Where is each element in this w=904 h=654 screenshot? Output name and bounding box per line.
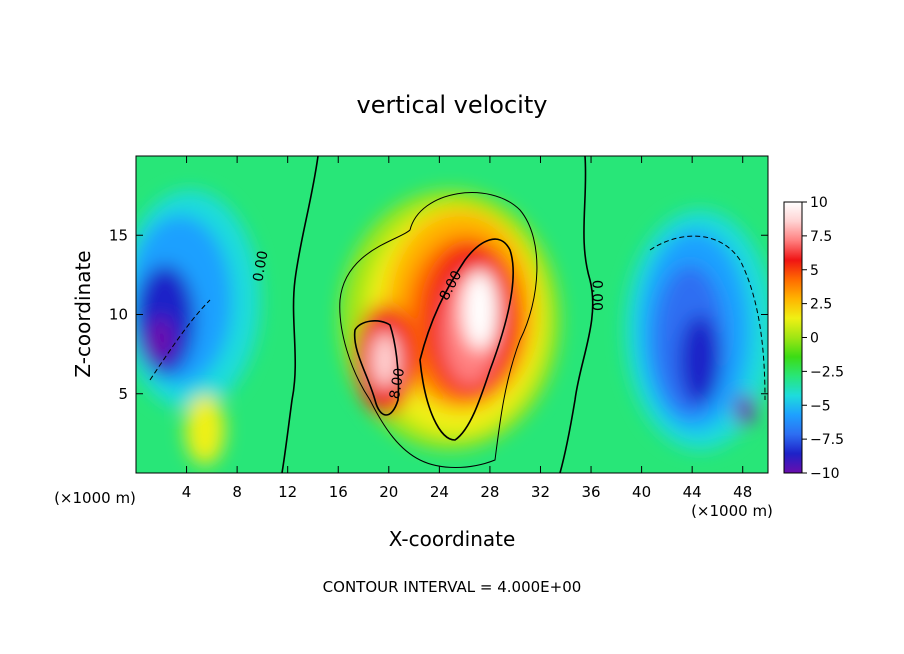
- x-unit-label-left: (×1000 m): [54, 489, 136, 507]
- colorbar-tick-label: 7.5: [810, 229, 832, 245]
- x-tick-label: 36: [581, 483, 600, 501]
- y-tick-label: 15: [109, 226, 128, 244]
- y-axis-label: Z-coordinate: [71, 250, 95, 377]
- x-tick-label: 40: [632, 483, 651, 501]
- y-tick-label: 10: [109, 306, 128, 324]
- colorbar: 10 7.5 5 2.5 0 −2.5 −5 −7.5 −10: [783, 195, 844, 482]
- contour-label: 8.00: [387, 367, 408, 400]
- downdraft-right-peak: [735, 394, 755, 426]
- colorbar-ticks: 10 7.5 5 2.5 0 −2.5 −5 −7.5 −10: [802, 195, 844, 482]
- colorbar-tick-label: −2.5: [810, 364, 844, 380]
- updraft-left-core: [371, 332, 399, 388]
- x-unit-label-right: (×1000 m): [691, 502, 773, 520]
- downdraft-left-peak: [146, 318, 174, 362]
- colorbar-tick-label: 10: [810, 195, 828, 211]
- contour-positive-outer: [339, 192, 538, 468]
- low-updraft-left: [185, 395, 225, 465]
- x-tick-label: 12: [278, 483, 297, 501]
- contour-eight-left: [353, 320, 400, 416]
- x-tick-label: 48: [733, 483, 752, 501]
- y-tick-label: 5: [118, 385, 128, 403]
- chart-title: vertical velocity: [357, 91, 548, 119]
- x-tick-label: 24: [430, 483, 449, 501]
- contour-neg-right: [649, 235, 766, 401]
- contour-interval-footer: CONTOUR INTERVAL = 4.000E+00: [323, 578, 582, 596]
- colorbar-tick-label: −10: [810, 466, 840, 482]
- colorbar-tick-label: 2.5: [810, 297, 832, 313]
- x-tick-label: 32: [531, 483, 550, 501]
- colorbar-tick-label: 5: [810, 263, 819, 279]
- x-tick-label: 44: [683, 483, 702, 501]
- downdraft-right-core: [680, 315, 720, 405]
- contour-lines: [149, 156, 766, 473]
- contour-eight-right: [419, 238, 515, 441]
- x-tick-label: 16: [329, 483, 348, 501]
- x-tick-label: 8: [232, 483, 242, 501]
- x-axis-ticks: 4 8 12 16 20 24 28 32 36 40 44 48: [182, 156, 752, 501]
- updraft-white-core: [462, 270, 498, 350]
- contour-neg-left: [149, 299, 211, 381]
- y-axis-ticks: 5 10 15: [109, 226, 768, 403]
- colorbar-tick-label: −5: [810, 398, 831, 414]
- x-tick-label: 20: [379, 483, 398, 501]
- contour-zero-left: [281, 156, 319, 473]
- x-tick-label: 4: [182, 483, 192, 501]
- velocity-field: 0.008.008.00 0.00: [136, 156, 768, 473]
- colorbar-tick-label: −7.5: [810, 432, 844, 448]
- colorbar-scale: [783, 201, 803, 474]
- x-axis-label: X-coordinate: [389, 527, 516, 551]
- contour-label: 0.00: [250, 250, 271, 283]
- contour-zero-right: [559, 156, 594, 473]
- contour-label: 0.00: [588, 280, 604, 311]
- colorbar-tick-label: 0: [810, 331, 819, 347]
- x-tick-label: 28: [480, 483, 499, 501]
- field-blobs: [136, 190, 768, 465]
